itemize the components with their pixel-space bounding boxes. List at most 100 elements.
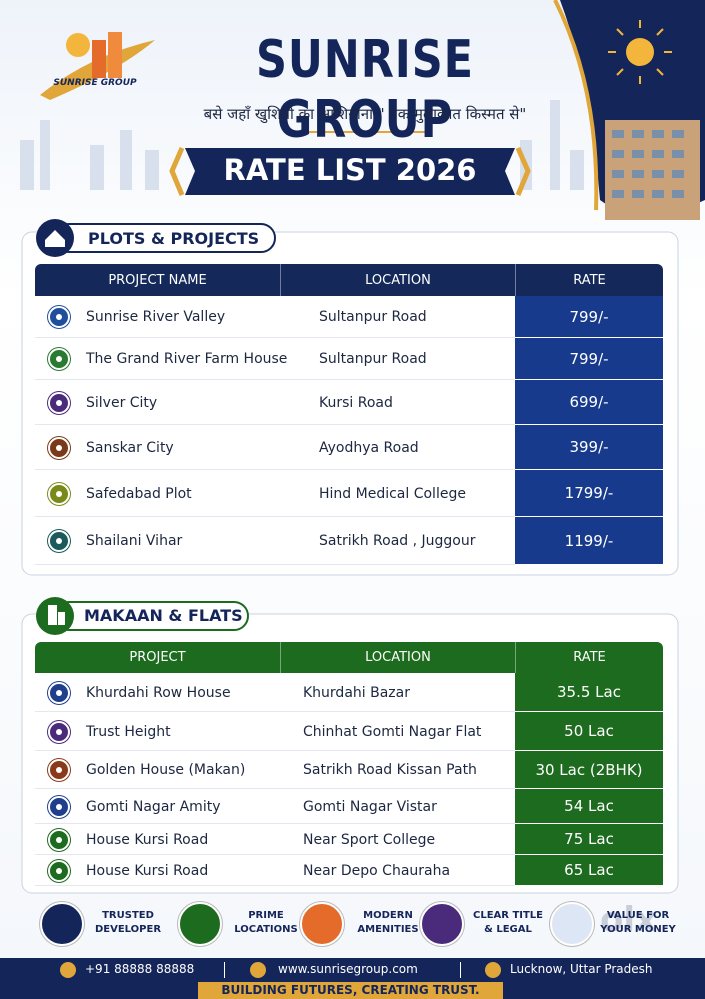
footer-divider [224,962,225,978]
section-title: MAKAAN & FLATS [84,606,243,625]
footer-text: www.sunrisegroup.com [278,962,418,976]
rate: 1799/- [515,470,663,516]
footer-text: Lucknow, Uttar Pradesh [510,962,653,976]
project-name: Sunrise River Valley [86,309,226,325]
row-divider [35,711,515,712]
column-header: RATE [515,642,663,673]
project-name: House Kursi Road [86,831,209,848]
feature-icon [550,902,594,946]
rate: 35.5 Lac [515,673,663,711]
row-divider [35,885,515,886]
feature-icon [40,902,84,946]
column-header: LOCATION [280,264,515,296]
row-icon [48,859,70,882]
project-name: Golden House (Makan) [86,762,246,778]
section-title: PLOTS & PROJECTS [88,229,260,248]
rate: 54 Lac [515,789,663,823]
footer-icon [60,962,76,978]
slogan: BUILDING FUTURES, CREATING TRUST. [221,983,480,997]
location: Sultanpur Road [319,309,427,325]
rate: 75 Lac [515,824,663,854]
footer-text: +91 88888 88888 [85,962,195,976]
rate: 65 Lac [515,855,663,885]
row-divider [35,854,515,855]
feature-text: MODERN [363,910,413,921]
column-header: LOCATION [280,642,515,673]
location: Khurdahi Bazar [303,684,410,701]
watermark: olx [600,900,657,940]
row-icon [48,795,70,818]
feature-text: TRUSTED [102,910,154,921]
row-divider [35,424,515,425]
feature-text: CLEAR TITLE [472,910,544,921]
row-divider [35,564,515,565]
table-header [35,264,663,296]
rate: 50 Lac [515,712,663,750]
project-name: Sanskar City [86,439,174,456]
feature-text: & LEGAL [484,924,532,935]
tagline: बसे जहाँ खुशियो का आशियाना " एक मुलाकात … [203,105,527,123]
project-name: Khurdahi Row House [86,684,231,701]
title: SUNRISE GROUP [256,30,474,150]
row-divider [35,469,515,470]
rate: 799/- [515,296,663,337]
location: Kursi Road [319,394,393,411]
feature-text: YOUR MONEY [600,924,676,935]
row-icon [48,348,70,370]
location: Sultanpur Road [319,351,427,367]
row-icon [48,530,70,552]
project-name: Shailani Vihar [86,533,183,549]
row-icon [48,482,70,505]
row-divider [35,750,515,751]
rate: 30 Lac (2BHK) [515,751,663,788]
footer-icon [485,962,501,978]
row-icon [48,391,70,414]
feature-text: AMENITIES [357,924,419,935]
feature-text: DEVELOPER [94,924,162,935]
row-icon [48,720,70,743]
location: Near Sport College [303,831,436,848]
feature-text: PRIME [248,910,284,921]
logo-text: SUNRISE GROUP [53,78,137,88]
column-header: PROJECT [129,650,186,665]
row-divider [35,823,515,824]
table-header [35,642,663,673]
location: Chinhat Gomti Nagar Flat [303,723,482,740]
location: Hind Medical College [319,485,466,502]
rate: 699/- [515,380,663,424]
rate: 799/- [515,338,663,379]
project-name: House Kursi Road [86,862,209,879]
location: Ayodhya Road [319,439,419,456]
project-name: Gomti Nagar Amity [86,798,221,815]
feature-icon [178,902,222,946]
location: Satrikh Road Kissan Path [303,762,477,778]
footer-divider [460,962,461,978]
column-header: RATE [515,264,663,296]
row-divider [35,337,515,338]
location: Gomti Nagar Vistar [303,798,437,815]
project-name: The Grand River Farm House [86,351,288,367]
row-divider [35,788,515,789]
location: Near Depo Chauraha [303,862,451,879]
row-icon [48,306,70,328]
row-divider [35,516,515,517]
project-name: Safedabad Plot [86,485,192,502]
feature-icon [420,902,464,946]
feature-text: LOCATIONS [234,924,298,935]
feature-icon [300,902,344,946]
row-divider [35,379,515,380]
row-icon [48,828,70,851]
row-icon [48,436,70,459]
rate: 1199/- [515,517,663,564]
banner: RATE LIST 2026 [223,153,477,187]
rate: 399/- [515,425,663,469]
feature-text: VALUE FOR [606,910,670,921]
project-name: Trust Height [86,723,171,740]
location: Satrikh Road , Juggour [319,533,476,549]
footer-icon [250,962,266,978]
row-icon [48,681,70,704]
column-header: PROJECT NAME [108,272,207,288]
project-name: Silver City [86,394,158,411]
row-icon [48,759,70,781]
